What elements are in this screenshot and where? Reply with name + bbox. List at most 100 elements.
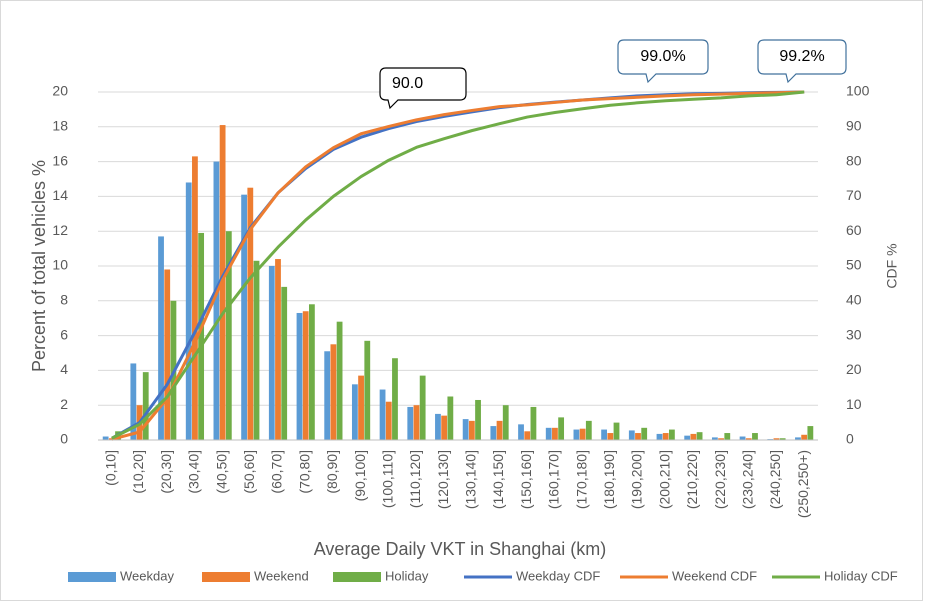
x-tick-label: (70,80] (296, 450, 312, 494)
y-tick-label: 4 (60, 361, 68, 377)
bar (130, 363, 137, 440)
bar (684, 435, 691, 440)
bar (724, 433, 731, 440)
bar (192, 156, 198, 440)
bar (573, 429, 580, 440)
y2-tick-label: 40 (846, 292, 862, 308)
x-tick-label: (190,200] (629, 450, 645, 509)
y-tick-label: 2 (60, 396, 68, 412)
x-tick-label: (210,220] (684, 450, 700, 509)
bar (102, 436, 109, 440)
bar (308, 304, 315, 440)
legend-swatch (68, 572, 116, 582)
bar (579, 428, 586, 440)
y-tick-label: 16 (52, 152, 68, 168)
bar (379, 389, 386, 440)
y2-axis-label: CDF % (884, 243, 900, 288)
bar (185, 182, 192, 441)
bar (435, 413, 441, 440)
y2-tick-label: 60 (846, 222, 862, 238)
y2-tick-label: 90 (846, 118, 862, 134)
bar (268, 266, 275, 440)
x-tick-label: (20,30] (158, 450, 174, 494)
bar (164, 269, 171, 440)
bar (142, 372, 149, 440)
bar (364, 340, 371, 440)
x-tick-label: (80,90] (324, 450, 340, 494)
bar (330, 344, 337, 440)
y2-tick-label: 50 (846, 257, 862, 273)
y-axis-label: Percent of total vehicles % (29, 160, 49, 372)
y-tick-label: 6 (60, 326, 68, 342)
x-tick-label: (10,20] (130, 450, 146, 494)
bar (336, 321, 343, 440)
bar (662, 433, 669, 440)
bar (351, 384, 358, 440)
bar (213, 161, 220, 440)
bar (696, 432, 703, 440)
y-tick-label: 12 (52, 222, 68, 238)
bar (607, 433, 614, 440)
bar (558, 417, 565, 440)
y-tick-label: 14 (52, 187, 68, 203)
bar (552, 427, 558, 440)
x-tick-label: (220,230] (712, 450, 728, 509)
bar (275, 259, 281, 440)
x-tick-label: (170,180] (573, 450, 589, 509)
bar (668, 429, 675, 440)
x-tick-label: (160,170] (546, 450, 562, 509)
bar (656, 433, 663, 440)
x-axis-label: Average Daily VKT in Shanghai (km) (314, 539, 606, 559)
bar (795, 437, 801, 440)
y-tick-label: 10 (52, 257, 68, 273)
x-tick-label: (200,210] (656, 450, 672, 509)
y-tick-label: 0 (60, 431, 68, 447)
legend-swatch (333, 572, 381, 582)
bar (441, 415, 448, 440)
cdf-line (111, 90, 805, 440)
bar (225, 231, 232, 440)
bar (496, 420, 503, 440)
bar (419, 375, 426, 440)
callout-box (757, 39, 847, 84)
bar (385, 401, 392, 440)
x-tick-label: (240,250] (767, 450, 783, 509)
x-tick-label: (120,130] (435, 450, 451, 509)
bar (530, 406, 537, 440)
y2-tick-label: 100 (846, 83, 870, 99)
legend-label: Weekend (254, 568, 309, 583)
bar (801, 434, 808, 440)
bar (601, 429, 608, 440)
bar (628, 430, 635, 440)
y2-tick-label: 20 (846, 361, 862, 377)
annotation: 90.0 (392, 75, 423, 92)
y2-tick-label: 10 (846, 396, 862, 412)
y-tick-label: 8 (60, 292, 68, 308)
x-tick-label: (230,240] (739, 450, 755, 509)
bar (475, 399, 481, 440)
bar (635, 433, 641, 440)
bar (518, 424, 524, 440)
y2-tick-label: 0 (846, 431, 854, 447)
callout-box (379, 67, 467, 110)
x-tick-label: (140,150] (490, 450, 506, 509)
legend-label: Holiday (385, 568, 429, 583)
x-tick-label: (60,70] (269, 450, 285, 494)
legend-label: Weekend CDF (672, 568, 757, 583)
y-tick-label: 20 (52, 83, 68, 99)
x-tick-label: (180,190] (601, 450, 617, 509)
x-tick-label: (50,60] (241, 450, 257, 494)
bar (711, 437, 718, 440)
bar (447, 396, 454, 440)
bar (324, 351, 331, 440)
bar (413, 405, 420, 440)
bar (462, 419, 469, 440)
x-tick-label: (100,110] (379, 450, 395, 508)
bar (158, 236, 164, 440)
annotation: 99.0% (640, 48, 685, 65)
bar (752, 433, 758, 440)
x-tick-label: (250,250+) (795, 450, 811, 518)
annotation: 99.2% (779, 48, 824, 65)
bar (296, 312, 303, 440)
bar (198, 232, 205, 440)
